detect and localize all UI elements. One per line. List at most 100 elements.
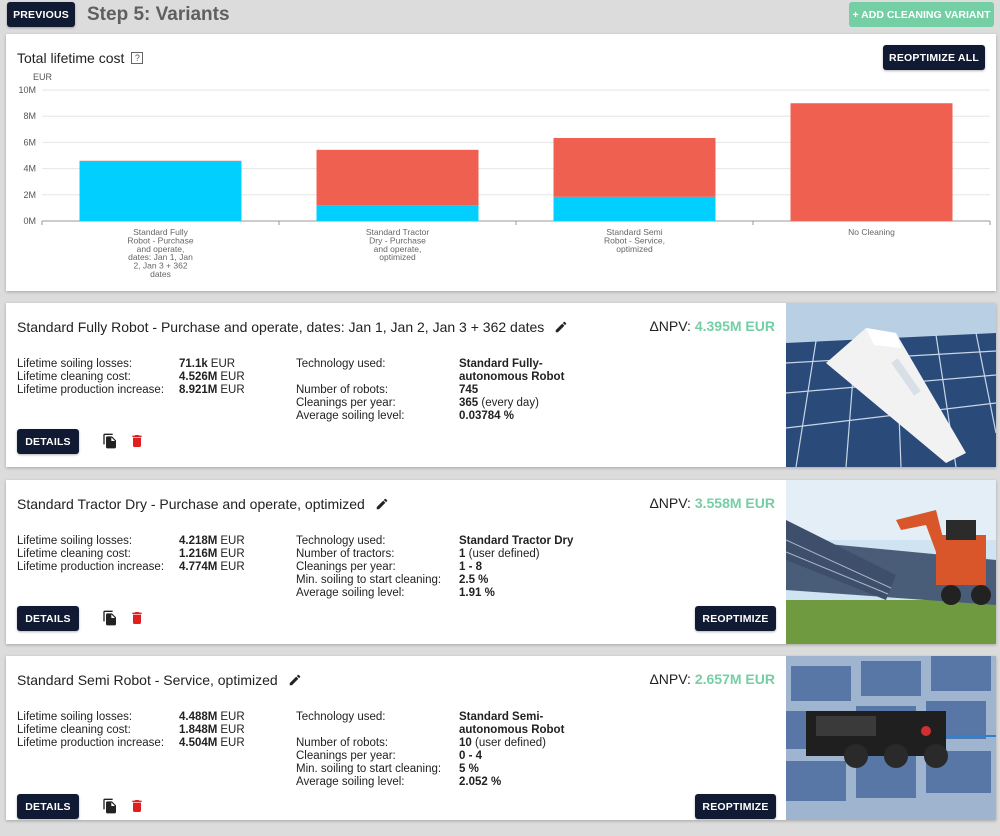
tech-row: Min. soiling to start cleaning: 2.5 % <box>296 574 579 587</box>
tech-value: 1 (user defined) <box>459 548 579 561</box>
variant-title: Standard Semi Robot - Service, optimized <box>17 672 278 688</box>
bar-segment <box>316 149 479 206</box>
tech-value-bold: 2.052 % <box>459 776 502 788</box>
details-button[interactable]: DETAILS <box>17 429 79 454</box>
metric-value: 4.526M EUR <box>179 371 245 384</box>
metric-unit: EUR <box>220 711 245 723</box>
tech-value-bold: 745 <box>459 384 479 396</box>
pencil-icon[interactable] <box>554 320 568 334</box>
metric-label: Lifetime soiling losses: <box>17 535 133 547</box>
y-tick-label: 0M <box>23 216 36 226</box>
total-lifetime-cost-card: Total lifetime cost ? REOPTIMIZE ALL EUR… <box>6 34 996 291</box>
technology-details: Technology used: Standard Tractor Dry Numb… <box>296 535 579 600</box>
tech-row: Number of tractors: 1 (user defined) <box>296 548 579 561</box>
npv-label: ΔNPV: <box>649 318 691 334</box>
tech-note: (user defined) <box>468 548 540 560</box>
x-category-label: Standard Tractor <box>366 227 429 237</box>
tech-value-bold: 10 <box>459 737 472 749</box>
x-category-label: Robot - Purchase <box>127 235 193 245</box>
variant-card: Standard Semi Robot - Service, optimized… <box>6 656 996 820</box>
technology-details: Technology used: Standard Fully-autonomou… <box>296 358 579 423</box>
copy-icon[interactable] <box>102 798 118 814</box>
tech-value-bold: Standard Semi-autonomous Robot <box>459 711 565 736</box>
technology-details: Technology used: Standard Semi-autonomous… <box>296 711 579 789</box>
trash-icon[interactable] <box>129 610 145 626</box>
metric-row: Lifetime cleaning cost: 1.848M EUR <box>17 724 245 737</box>
variant-card: Standard Tractor Dry - Purchase and oper… <box>6 480 996 644</box>
trash-icon[interactable] <box>129 433 145 449</box>
metric-number: 1.848M <box>179 724 218 736</box>
metric-value: 4.488M EUR <box>179 711 245 724</box>
metric-unit: EUR <box>220 535 245 547</box>
pencil-icon[interactable] <box>288 673 302 687</box>
tech-note: (user defined) <box>475 737 546 749</box>
metric-label: Lifetime production increase: <box>17 384 165 396</box>
metric-row: Lifetime production increase: 4.504M EUR <box>17 737 245 750</box>
tech-value: 0 - 4 <box>459 750 579 763</box>
y-tick-label: 4M <box>23 164 36 174</box>
metric-unit: EUR <box>220 561 245 573</box>
reoptimize-all-button[interactable]: REOPTIMIZE ALL <box>883 45 985 70</box>
tech-label: Number of tractors: <box>296 548 395 560</box>
trash-icon[interactable] <box>129 798 145 814</box>
tech-value-bold: 0.03784 % <box>459 410 514 422</box>
variant-title: Standard Tractor Dry - Purchase and oper… <box>17 496 365 512</box>
tech-label: Cleanings per year: <box>296 561 396 573</box>
x-category-label: dates <box>150 269 171 279</box>
tech-value-bold: 1 <box>459 548 466 560</box>
tech-row: Average soiling level: 2.052 % <box>296 776 579 789</box>
variant-photo <box>786 480 996 644</box>
metric-number: 4.526M <box>179 371 218 383</box>
metric-value: 1.216M EUR <box>179 548 245 561</box>
bar-segment <box>790 103 953 221</box>
copy-icon[interactable] <box>102 610 118 626</box>
tech-label: Average soiling level: <box>296 776 405 788</box>
metric-number: 8.921M <box>179 384 218 396</box>
npv-value: 2.657M EUR <box>694 671 775 687</box>
copy-icon[interactable] <box>102 433 118 449</box>
variant-title: Standard Fully Robot - Purchase and oper… <box>17 319 545 335</box>
help-icon[interactable]: ? <box>131 52 144 64</box>
tech-value: 1.91 % <box>459 587 579 600</box>
metric-label: Lifetime soiling losses: <box>17 711 133 723</box>
metric-row: Lifetime soiling losses: 4.488M EUR <box>17 711 245 724</box>
metric-label: Lifetime soiling losses: <box>17 358 133 370</box>
variant-title-row: Standard Fully Robot - Purchase and oper… <box>17 319 568 335</box>
details-button[interactable]: DETAILS <box>17 794 79 819</box>
tech-value: 745 <box>459 384 579 397</box>
tech-label: Min. soiling to start cleaning: <box>296 574 442 586</box>
reoptimize-button[interactable]: REOPTIMIZE <box>695 606 776 631</box>
metric-unit: EUR <box>220 724 245 736</box>
npv-label: ΔNPV: <box>649 495 691 511</box>
reoptimize-button[interactable]: REOPTIMIZE <box>695 794 776 819</box>
bar-segment <box>553 137 716 197</box>
add-cleaning-variant-button[interactable]: + ADD CLEANING VARIANT <box>849 2 994 27</box>
metric-value: 1.848M EUR <box>179 724 245 737</box>
tech-row: Number of robots: 745 <box>296 384 579 397</box>
metric-unit: EUR <box>210 358 236 370</box>
tech-label: Technology used: <box>296 358 386 370</box>
tech-value-bold: Standard Tractor Dry <box>459 535 574 547</box>
tech-label: Average soiling level: <box>296 587 405 599</box>
tech-value: Standard Fully-autonomous Robot <box>459 358 579 384</box>
tech-label: Min. soiling to start cleaning: <box>296 763 442 775</box>
previous-button[interactable]: PREVIOUS <box>7 2 75 27</box>
tech-label: Cleanings per year: <box>296 750 396 762</box>
metric-number: 1.216M <box>179 548 218 560</box>
metric-unit: EUR <box>220 371 245 383</box>
tech-value-bold: 5 % <box>459 763 479 775</box>
y-axis-unit-label: EUR <box>33 72 53 82</box>
x-category-label: Dry - Purchase <box>369 235 426 245</box>
tech-value: 10 (user defined) <box>459 737 579 750</box>
y-tick-label: 6M <box>23 137 36 147</box>
chart-title: Total lifetime cost <box>17 50 125 66</box>
metric-value: 71.1k EUR <box>179 358 235 371</box>
metric-row: Lifetime cleaning cost: 1.216M EUR <box>17 548 245 561</box>
tech-value: 2.5 % <box>459 574 579 587</box>
details-button[interactable]: DETAILS <box>17 606 79 631</box>
pencil-icon[interactable] <box>375 497 389 511</box>
npv-display: ΔNPV: 2.657M EUR <box>649 671 775 687</box>
tech-label: Technology used: <box>296 535 386 547</box>
tech-value-bold: 2.5 % <box>459 574 489 586</box>
metric-unit: EUR <box>220 384 245 396</box>
